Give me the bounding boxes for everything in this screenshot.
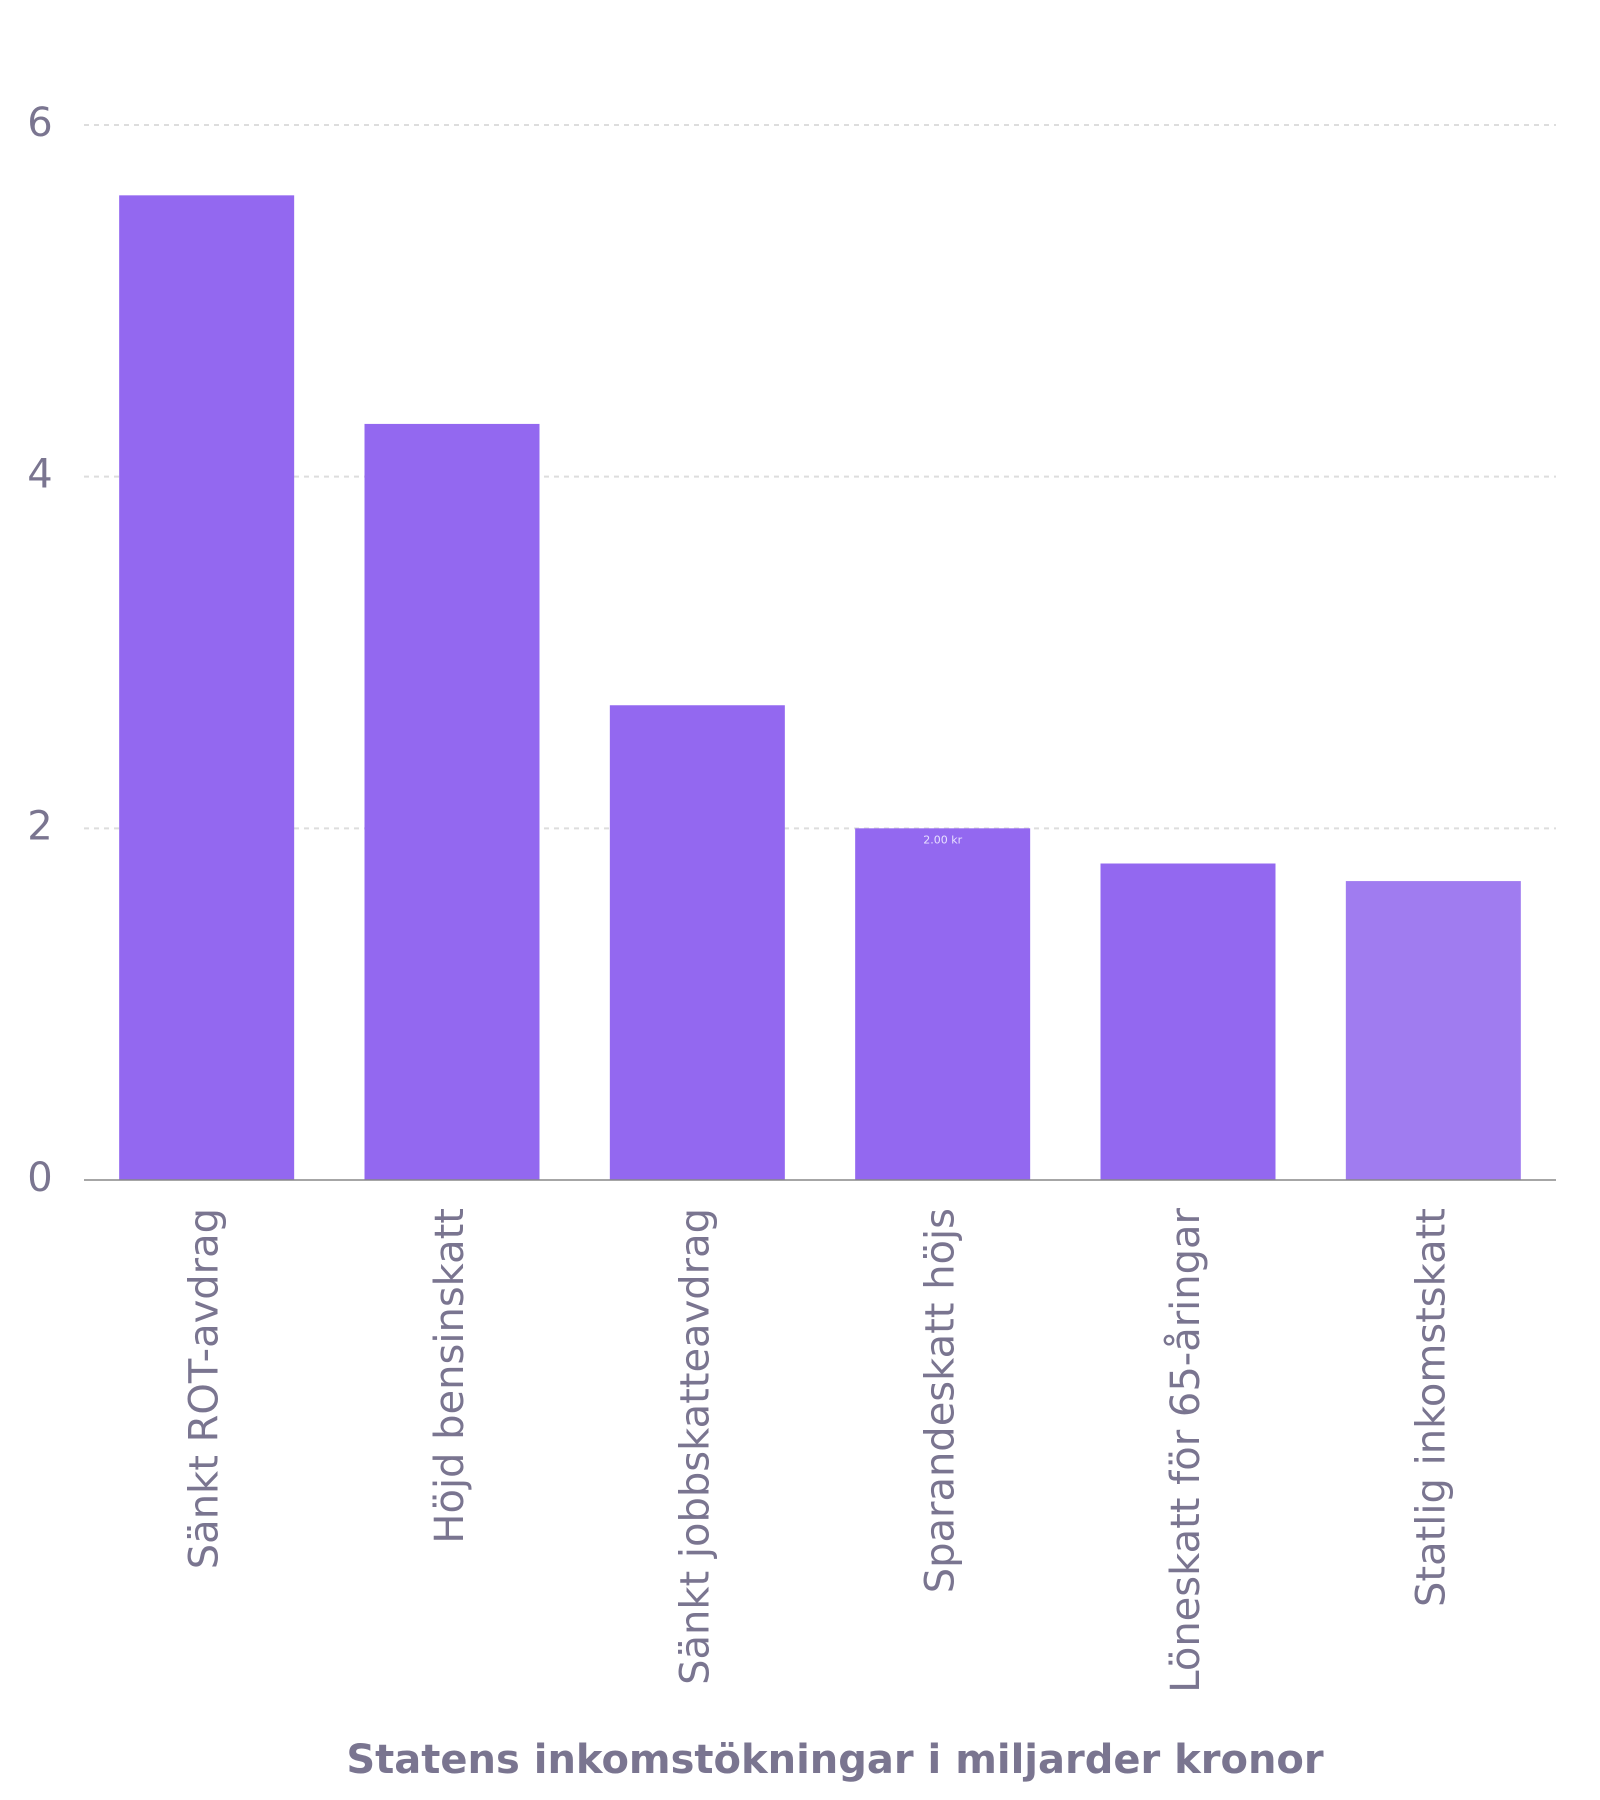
x-tick-label: Höjd bensinskatt [427, 1208, 473, 1544]
x-tick-label: Löneskatt för 65-åringar [1163, 1207, 1209, 1692]
bar [855, 828, 1031, 1180]
x-tick-label: Sparandeskatt höjs [918, 1208, 964, 1593]
bar [1345, 881, 1521, 1180]
y-tick-label: 4 [27, 452, 52, 498]
y-tick-label: 0 [27, 1155, 52, 1201]
x-tick-label: Sänkt jobbskatteavdrag [672, 1208, 718, 1685]
y-tick-label: 2 [27, 803, 52, 849]
x-tick-label: Sänkt ROT-avdrag [182, 1208, 228, 1569]
bar [119, 195, 295, 1181]
bar [1100, 863, 1276, 1180]
bar [609, 705, 785, 1180]
x-axis-title: Statens inkomstökningar i miljarder kron… [346, 1737, 1324, 1783]
bar [364, 423, 540, 1181]
y-tick-label: 6 [27, 100, 52, 146]
value-label: 2.00 kr [923, 833, 962, 846]
x-tick-label: Statlig inkomstskatt [1408, 1208, 1454, 1607]
